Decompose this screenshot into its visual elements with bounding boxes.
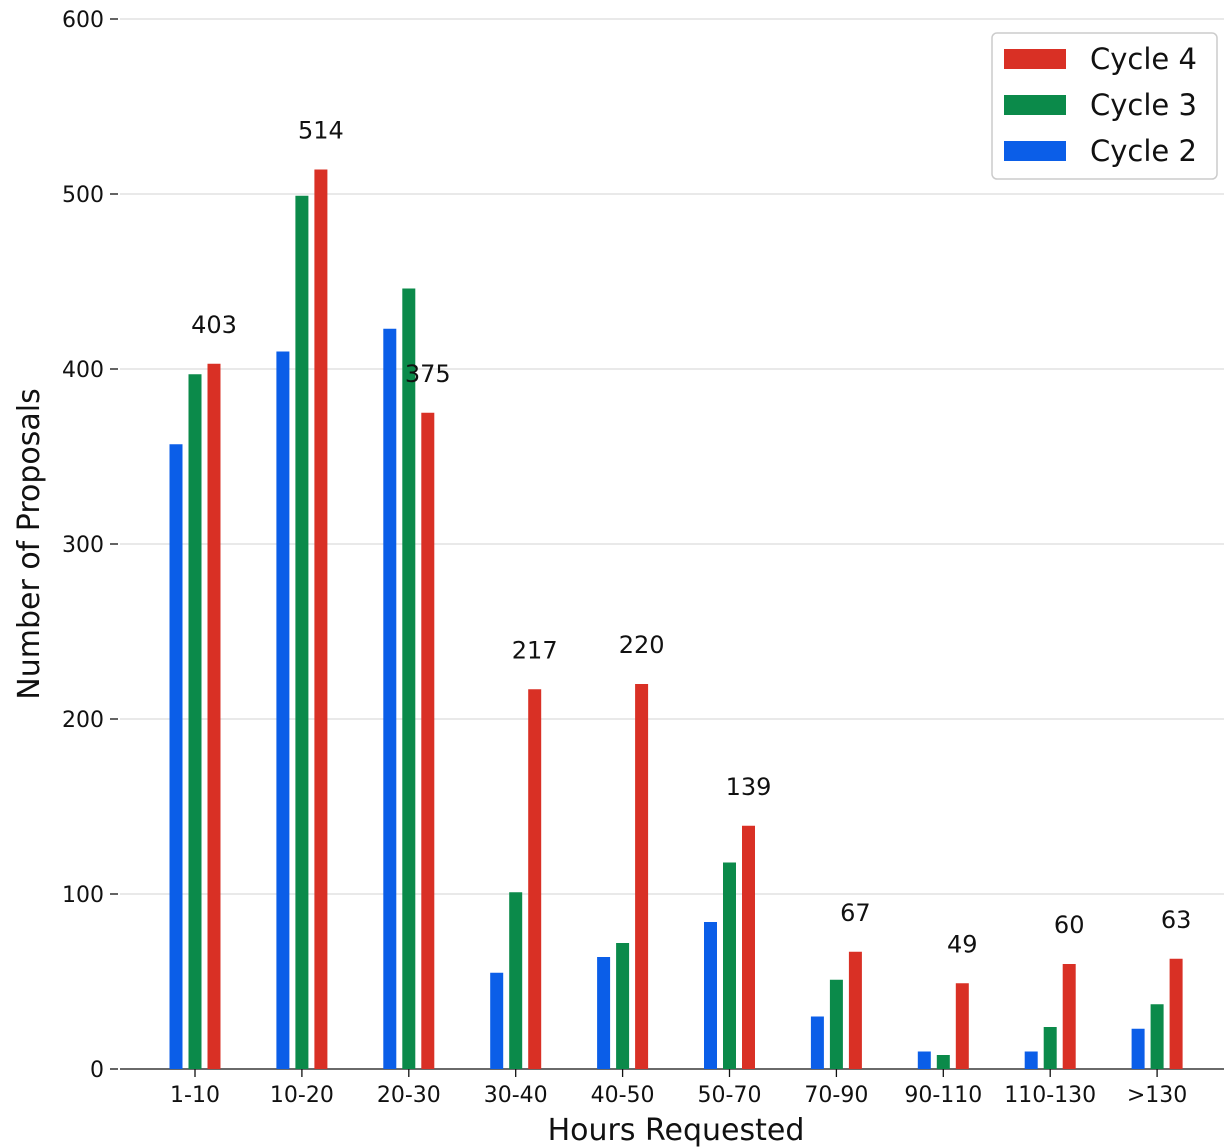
data-label: 220 [619, 631, 665, 659]
bar-cycle-2 [704, 922, 717, 1069]
y-axis: 0 100 200 300 400 500 600 [62, 8, 118, 1083]
bar-cycle-3 [723, 862, 736, 1069]
data-label: 217 [512, 636, 558, 664]
bar-cycle-3 [936, 1055, 950, 1069]
bar-cycle-4 [742, 825, 755, 1069]
data-label: 67 [840, 899, 871, 927]
legend-label: Cycle 3 [1090, 88, 1197, 122]
bar-cycle-3 [616, 943, 630, 1069]
bar-cycle-4 [314, 169, 328, 1069]
bar-cycle-2 [1024, 1051, 1038, 1069]
x-tick-label: 110-130 [1004, 1083, 1096, 1108]
data-label: 514 [298, 117, 344, 145]
bar-cycle-2 [383, 328, 397, 1069]
data-label: 139 [726, 773, 772, 801]
bar-cycle-3 [402, 288, 416, 1069]
bar-cycle-2 [597, 957, 611, 1069]
legend: Cycle 4 Cycle 3 Cycle 2 [991, 32, 1218, 180]
y-tick-label: 200 [62, 708, 104, 733]
data-labels: 403 514 375 217 220 139 67 49 60 63 [191, 117, 1191, 959]
bar-cycle-4 [1169, 958, 1183, 1069]
x-tick-label: 40-50 [591, 1083, 655, 1108]
bar-cycle-3 [509, 892, 523, 1069]
bar-cycle-3 [829, 979, 843, 1069]
bar-cycle-3 [1150, 1004, 1164, 1069]
data-label: 403 [191, 311, 237, 339]
bar-cycle-4 [955, 983, 969, 1069]
data-label: 63 [1161, 906, 1192, 934]
x-axis: 1-10 10-20 20-30 30-40 40-50 50-70 70-90 90-110… [120, 1068, 1224, 1108]
x-tick-label: 20-30 [377, 1083, 441, 1108]
x-tick-label: 90-110 [904, 1083, 982, 1108]
x-tick-label: >130 [1127, 1083, 1187, 1108]
legend-label: Cycle 2 [1090, 134, 1197, 168]
x-tick-label: 10-20 [270, 1083, 334, 1108]
bar-cycle-4 [528, 689, 542, 1069]
bar-cycle-2 [810, 1016, 824, 1069]
legend-swatch [1004, 95, 1066, 115]
y-tick-label: 300 [62, 533, 104, 558]
x-axis-title: Hours Requested [548, 1113, 805, 1148]
bar-cycle-2 [276, 351, 290, 1069]
bars [169, 169, 1183, 1069]
x-tick-label: 30-40 [484, 1083, 548, 1108]
bar-cycle-3 [1043, 1027, 1057, 1069]
data-label: 49 [947, 930, 978, 958]
x-tick-label: 1-10 [170, 1083, 220, 1108]
legend-swatch [1004, 141, 1066, 161]
y-tick-label: 400 [62, 358, 104, 383]
bar-cycle-4 [635, 684, 649, 1069]
bar-cycle-4 [1062, 964, 1076, 1069]
y-tick-label: 500 [62, 183, 104, 208]
y-tick-label: 600 [62, 8, 104, 33]
bar-cycle-4 [207, 363, 221, 1069]
bar-cycle-4 [848, 951, 862, 1069]
legend-label: Cycle 4 [1090, 42, 1197, 76]
x-tick-label: 70-90 [804, 1083, 868, 1108]
bar-cycle-4 [421, 412, 435, 1069]
bar-cycle-2 [169, 444, 183, 1069]
y-axis-title: Number of Proposals [12, 388, 47, 699]
data-label: 60 [1054, 911, 1085, 939]
legend-swatch [1004, 49, 1066, 69]
y-tick-label: 0 [90, 1058, 104, 1083]
x-tick-label: 50-70 [698, 1083, 762, 1108]
bar-cycle-3 [295, 195, 309, 1069]
bar-cycle-3 [188, 374, 202, 1069]
bar-cycle-2 [917, 1051, 931, 1069]
bar-cycle-2 [490, 972, 504, 1069]
bar-cycle-2 [1131, 1028, 1145, 1069]
data-label: 375 [405, 360, 451, 388]
y-tick-label: 100 [62, 883, 104, 908]
